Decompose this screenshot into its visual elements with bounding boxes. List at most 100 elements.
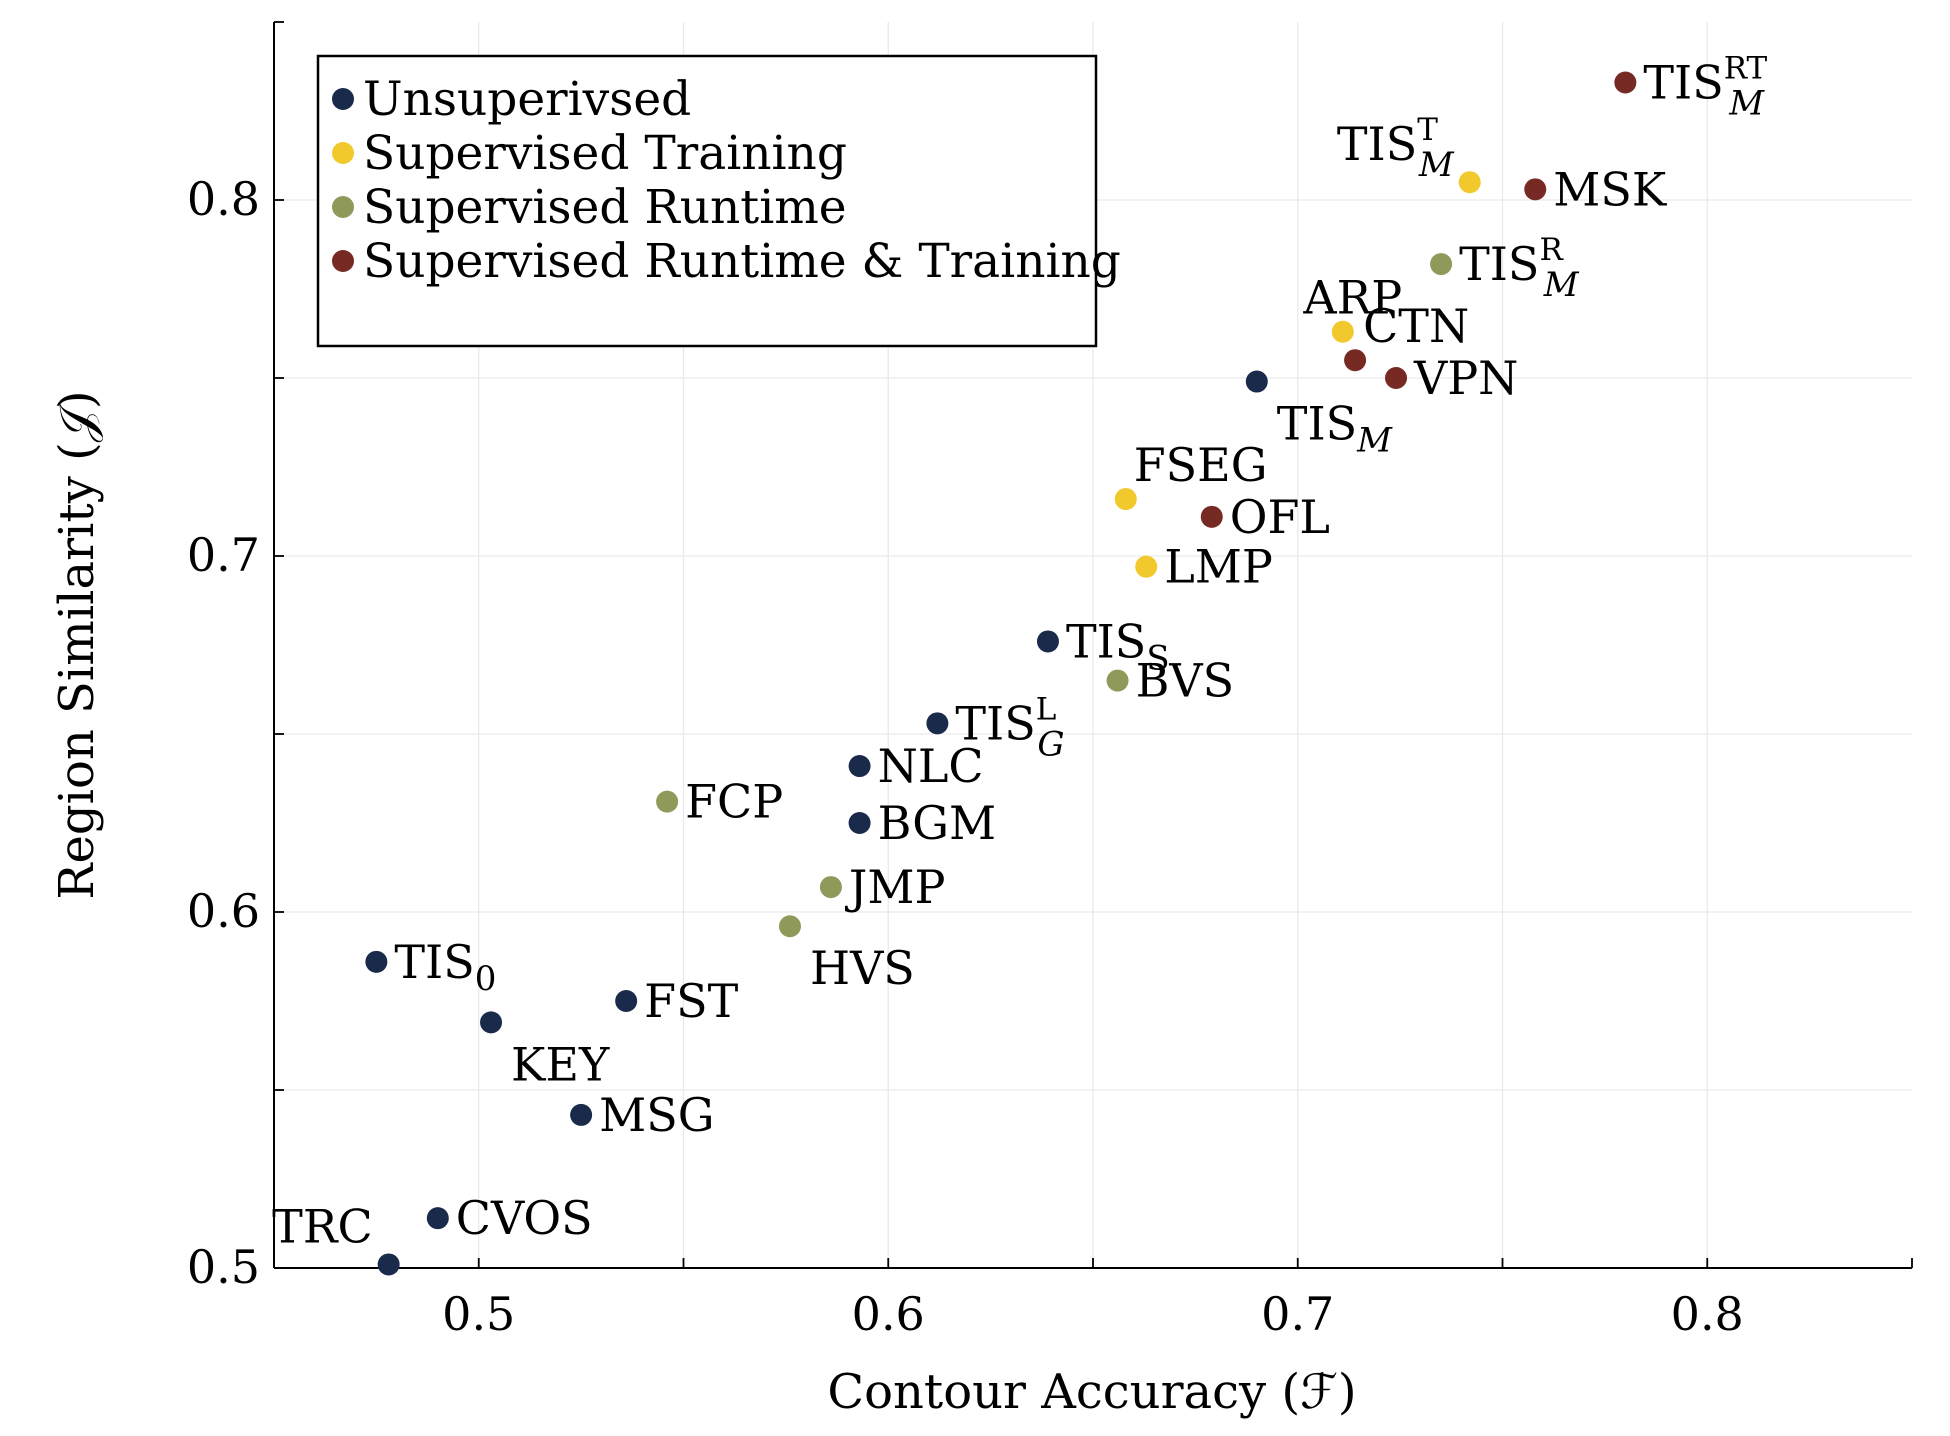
data-point	[656, 790, 679, 813]
y-tick-label: 0.6	[187, 884, 260, 938]
point-label-name: ARP	[1302, 271, 1402, 325]
point-label-name: TIS	[1277, 397, 1357, 451]
point-label: JMP	[845, 860, 946, 914]
point-label-name: FST	[644, 974, 738, 1028]
data-point	[570, 1103, 593, 1126]
point-label-name: TIS	[394, 935, 474, 989]
point-label: HVS	[810, 941, 915, 995]
y-tick-label: 0.7	[187, 528, 260, 582]
point-label-sub: G	[1037, 724, 1064, 764]
y-axis-label: Region Similarity (𝒥)	[49, 390, 105, 899]
legend-label: Supervised Runtime & Training	[363, 234, 1121, 289]
data-point	[377, 1253, 400, 1276]
point-label: TISRT M	[1643, 51, 1767, 124]
point-label: TIS0	[394, 935, 496, 999]
point-label-sup: RT	[1724, 51, 1768, 87]
point-label: FST	[644, 974, 738, 1028]
legend-box	[316, 54, 1098, 348]
data-point	[1458, 171, 1481, 194]
point-label-name: BVS	[1136, 654, 1235, 708]
ticks	[274, 21, 1913, 1269]
point-label-name: NLC	[878, 739, 984, 793]
data-points	[365, 71, 1637, 1276]
data-point	[480, 1011, 503, 1034]
data-point	[426, 1207, 449, 1230]
point-label-name: LMP	[1164, 540, 1273, 594]
point-label-sub: 0	[475, 959, 497, 999]
point-label-sub: M	[1418, 145, 1455, 185]
point-label-name: TIS	[955, 696, 1035, 750]
data-point	[1331, 320, 1354, 343]
point-label: FCP	[685, 775, 783, 829]
x-tick-label: 0.7	[1261, 1287, 1334, 1341]
data-point	[1114, 488, 1137, 511]
point-label: TISM	[1277, 397, 1393, 461]
point-label-sub: M	[1356, 421, 1393, 461]
point-label: FSEG	[1134, 438, 1268, 492]
data-point	[1430, 253, 1453, 276]
data-point	[1036, 630, 1059, 653]
point-label-name: FSEG	[1134, 438, 1268, 492]
data-point	[1106, 669, 1129, 692]
data-point	[1344, 349, 1367, 372]
point-label: BGM	[878, 796, 997, 850]
point-label: TISR M	[1459, 232, 1580, 305]
point-label: CVOS	[456, 1191, 593, 1245]
x-axis-label: Contour Accuracy (ℱ)	[827, 1364, 1356, 1420]
point-label: TIST M	[1337, 112, 1455, 185]
data-point	[1200, 505, 1223, 528]
point-label-sup: L	[1036, 691, 1057, 727]
point-label-name: JMP	[845, 860, 946, 914]
data-point	[1524, 178, 1547, 201]
point-label-sup: T	[1417, 112, 1438, 148]
legend-label: Supervised Runtime	[363, 180, 847, 235]
point-label-sup: R	[1539, 232, 1564, 268]
point-label-name: HVS	[810, 941, 915, 995]
data-point	[848, 755, 871, 778]
point-label-name: CVOS	[456, 1191, 593, 1245]
point-label: TRC	[272, 1199, 373, 1253]
point-label-sub: M	[1543, 265, 1580, 305]
point-label-name: KEY	[511, 1037, 610, 1091]
data-point	[1385, 367, 1408, 389]
legend-marker	[332, 250, 354, 272]
tick-labels: 0.5 0.6 0.7 0.8 0.5 0.6 0.7 0.8	[187, 172, 1744, 1341]
point-label: TISL G	[955, 691, 1064, 764]
data-point	[819, 876, 842, 899]
data-point	[615, 990, 638, 1012]
point-label: CTN	[1363, 299, 1469, 353]
point-label: ARP	[1302, 271, 1402, 325]
point-label: NLC	[878, 739, 984, 793]
point-label: MSK	[1553, 162, 1668, 216]
legend-marker	[332, 196, 354, 218]
data-point	[1614, 71, 1637, 94]
y-tick-label: 0.8	[187, 172, 260, 226]
data-point	[778, 915, 801, 938]
point-label-name: FCP	[685, 775, 783, 829]
point-label-name: TRC	[272, 1199, 373, 1253]
point-label-name: TIS	[1337, 117, 1417, 171]
point-label-name: TIS	[1066, 614, 1146, 668]
point-label-name: MSK	[1553, 162, 1668, 216]
point-label: TISS	[1066, 614, 1170, 678]
point-label-name: TIS	[1643, 56, 1723, 110]
data-point	[926, 712, 949, 735]
point-label-sub: S	[1146, 638, 1169, 678]
point-label: VPN	[1413, 351, 1518, 405]
legend-marker	[332, 142, 354, 164]
x-tick-label: 0.8	[1671, 1287, 1744, 1341]
legend-label: Supervised Training	[363, 126, 847, 181]
legend-label: Unsuperivsed	[363, 72, 691, 127]
point-label: KEY	[511, 1037, 610, 1091]
point-label-name: MSG	[599, 1088, 714, 1142]
point-label: MSG	[599, 1088, 714, 1142]
x-tick-label: 0.5	[442, 1287, 515, 1341]
point-label: BVS	[1136, 654, 1235, 708]
point-label-name: VPN	[1413, 351, 1518, 405]
x-tick-label: 0.6	[852, 1287, 925, 1341]
